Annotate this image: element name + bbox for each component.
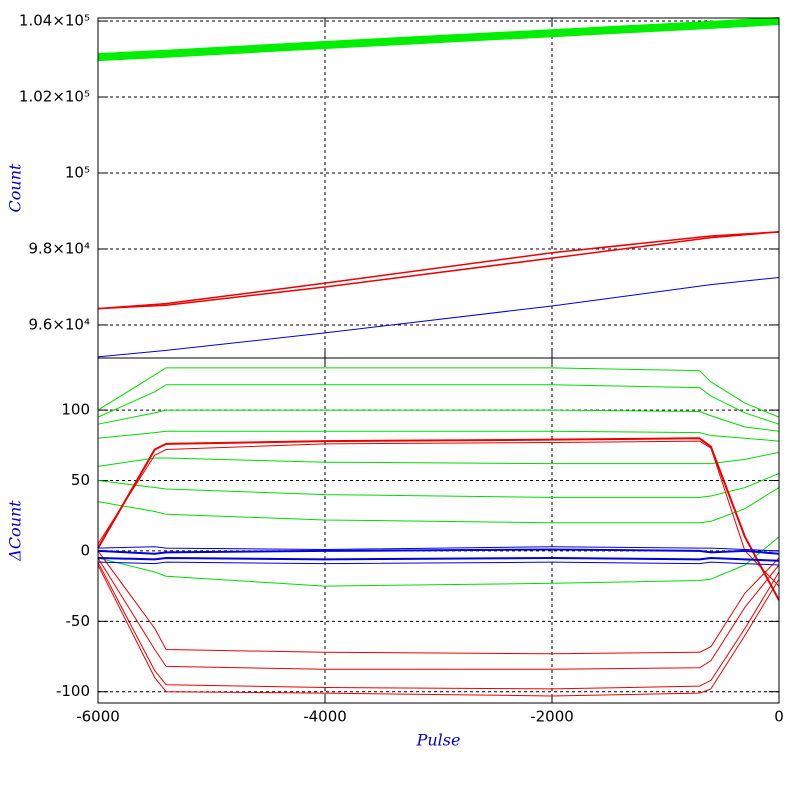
y-tick-label: -100	[56, 682, 90, 700]
y-tick-label: 1.04×10⁵	[19, 12, 90, 30]
data-line	[97, 367, 780, 418]
data-line	[97, 451, 780, 467]
data-line	[97, 561, 780, 690]
data-line	[97, 437, 780, 601]
y-tick-label: 9.8×10⁴	[28, 239, 90, 257]
data-line	[97, 430, 780, 442]
y-tick-label: 0	[80, 541, 90, 559]
data-line	[97, 536, 780, 587]
data-line	[97, 556, 780, 562]
y-tick-label: 9.6×10⁴	[28, 315, 90, 333]
plot-frame	[97, 17, 780, 359]
data-line	[97, 546, 780, 552]
data-line	[97, 17, 780, 62]
data-line	[97, 384, 780, 425]
data-line	[97, 548, 780, 555]
data-line	[97, 276, 780, 358]
y-axis-label: ΔCount	[6, 500, 25, 562]
data-line	[97, 409, 780, 432]
x-tick-label: -6000	[76, 708, 120, 726]
y-tick-label: 100	[61, 401, 90, 419]
data-line	[97, 561, 780, 566]
y-tick-label: 10⁵	[65, 163, 90, 181]
plot-frame	[97, 357, 780, 704]
x-tick-label: -4000	[303, 708, 347, 726]
data-line	[97, 487, 780, 524]
y-tick-label: 1.02×10⁵	[19, 88, 90, 106]
data-line	[97, 231, 780, 310]
data-line	[97, 473, 780, 498]
x-tick-label: 0	[774, 708, 784, 726]
y-axis-label: Count	[6, 163, 25, 212]
data-line	[97, 564, 780, 697]
x-tick-label: -2000	[530, 708, 574, 726]
y-tick-label: -50	[66, 612, 91, 630]
data-line	[97, 557, 780, 670]
data-line	[97, 231, 780, 310]
y-tick-label: 50	[71, 471, 90, 489]
data-line	[97, 550, 780, 655]
x-axis-label: Pulse	[416, 731, 461, 750]
data-line	[97, 440, 780, 587]
